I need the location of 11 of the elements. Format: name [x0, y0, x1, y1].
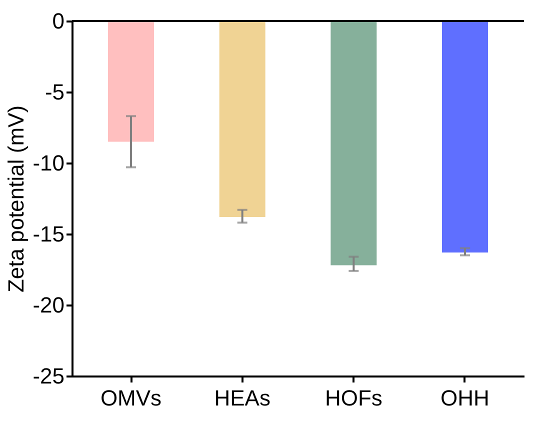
- x-tick-label: HOFs: [324, 386, 382, 410]
- x-tick-label: OMVs: [100, 386, 162, 410]
- x-tick-label: HEAs: [214, 386, 270, 410]
- y-tick-label: 0: [52, 8, 64, 34]
- y-tick-label: -15: [32, 222, 64, 246]
- x-tick-label: OHH: [440, 386, 490, 410]
- y-tick-label: -20: [32, 292, 64, 318]
- y-tick-label: -25: [32, 364, 64, 388]
- y-axis-title: Zeta potential (mV): [4, 105, 29, 293]
- y-tick-label: -10: [32, 150, 64, 176]
- y-tick-label: -5: [44, 80, 64, 104]
